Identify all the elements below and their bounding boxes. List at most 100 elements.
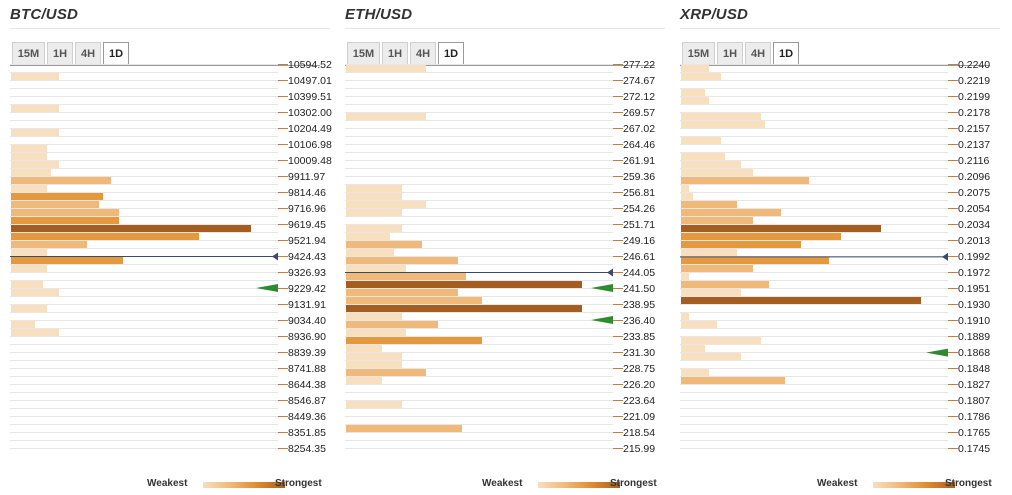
price-level-label: 0.1745 bbox=[958, 443, 990, 455]
legend-strongest: Strongest bbox=[610, 478, 657, 489]
confluence-bar bbox=[681, 89, 705, 96]
title-divider bbox=[680, 28, 1000, 29]
tab-4h[interactable]: 4H bbox=[75, 42, 101, 64]
confluence-bar bbox=[346, 345, 382, 352]
strong-level-marker-icon bbox=[591, 284, 613, 293]
price-level-label: 9424.43 bbox=[288, 251, 326, 263]
confluence-bar bbox=[346, 297, 482, 304]
confluence-bar bbox=[11, 73, 59, 80]
tab-1h[interactable]: 1H bbox=[717, 42, 743, 64]
tab-15m[interactable]: 15M bbox=[682, 42, 715, 64]
eth-confluence-chart: 277.22 274.67 272.12 269.57 267.02 264.46 261.… bbox=[345, 59, 655, 455]
price-level-label: 10106.98 bbox=[288, 139, 332, 151]
confluence-bar bbox=[11, 257, 123, 264]
legend-strongest: Strongest bbox=[275, 478, 322, 489]
price-level-label: 0.2219 bbox=[958, 75, 990, 87]
confluence-bar bbox=[681, 201, 737, 208]
xrp-panel: XRP/USD 15M 1H 4H 1D 0.2240 0.2219 0.2199 0… bbox=[680, 0, 1005, 495]
confluence-bar bbox=[346, 425, 462, 432]
price-level-label: 9326.93 bbox=[288, 267, 326, 279]
price-level-label: 9619.45 bbox=[288, 219, 326, 231]
price-level-label: 238.95 bbox=[623, 299, 655, 311]
confluence-bar bbox=[681, 321, 717, 328]
price-level-label: 10302.00 bbox=[288, 107, 332, 119]
price-level-label: 10497.01 bbox=[288, 75, 332, 87]
confluence-bar bbox=[681, 345, 705, 352]
chart-title: BTC/USD bbox=[10, 6, 79, 23]
tab-1d[interactable]: 1D bbox=[103, 42, 129, 66]
confluence-bar bbox=[346, 273, 466, 280]
confluence-bar bbox=[681, 353, 741, 360]
confluence-bar bbox=[681, 265, 753, 272]
tab-1h[interactable]: 1H bbox=[47, 42, 73, 64]
confluence-bar bbox=[681, 297, 921, 304]
tab-15m[interactable]: 15M bbox=[12, 42, 45, 64]
price-level-label: 0.2178 bbox=[958, 107, 990, 119]
price-level-label: 0.1951 bbox=[958, 283, 990, 295]
confluence-bar bbox=[346, 313, 402, 320]
price-level-label: 0.2199 bbox=[958, 91, 990, 103]
confluence-bar bbox=[11, 201, 99, 208]
confluence-bar bbox=[346, 369, 426, 376]
price-level-label: 8741.88 bbox=[288, 363, 326, 375]
confluence-bar bbox=[11, 329, 59, 336]
confluence-bar bbox=[11, 169, 51, 176]
confluence-bar bbox=[346, 193, 402, 200]
legend-weakest: Weakest bbox=[482, 478, 523, 489]
confluence-bar bbox=[681, 313, 689, 320]
confluence-bar bbox=[681, 153, 725, 160]
confluence-bar bbox=[11, 145, 47, 152]
price-level-label: 0.2157 bbox=[958, 123, 990, 135]
confluence-bar bbox=[346, 201, 426, 208]
confluence-bar bbox=[681, 113, 761, 120]
confluence-bar bbox=[681, 169, 753, 176]
price-level-label: 223.64 bbox=[623, 395, 655, 407]
chart-title: XRP/USD bbox=[680, 6, 749, 23]
price-level-label: 221.09 bbox=[623, 411, 655, 423]
confluence-bar bbox=[346, 401, 402, 408]
confluence-bar bbox=[346, 225, 402, 232]
confluence-bar bbox=[11, 177, 111, 184]
price-level-label: 0.1992 bbox=[958, 251, 990, 263]
legend-gradient bbox=[203, 482, 285, 488]
tabs-divider bbox=[680, 65, 990, 66]
confluence-bar bbox=[681, 137, 721, 144]
legend-gradient bbox=[873, 482, 955, 488]
price-level-label: 0.1848 bbox=[958, 363, 990, 375]
price-level-label: 226.20 bbox=[623, 379, 655, 391]
confluence-bar bbox=[11, 105, 59, 112]
price-level-label: 0.2034 bbox=[958, 219, 990, 231]
tab-1h[interactable]: 1H bbox=[382, 42, 408, 64]
tab-1d[interactable]: 1D bbox=[773, 42, 799, 66]
price-level-label: 233.85 bbox=[623, 331, 655, 343]
price-level-label: 8449.36 bbox=[288, 411, 326, 423]
price-level-label: 274.67 bbox=[623, 75, 655, 87]
confluence-bar bbox=[346, 289, 458, 296]
confluence-bar bbox=[681, 177, 809, 184]
confluence-bar bbox=[681, 209, 781, 216]
tab-4h[interactable]: 4H bbox=[410, 42, 436, 64]
confluence-bar bbox=[681, 249, 737, 256]
price-level-label: 9716.96 bbox=[288, 203, 326, 215]
price-level-label: 259.36 bbox=[623, 171, 655, 183]
price-level-label: 0.1827 bbox=[958, 379, 990, 391]
price-level-label: 231.30 bbox=[623, 347, 655, 359]
price-level-label: 264.46 bbox=[623, 139, 655, 151]
price-level-label: 9034.40 bbox=[288, 315, 326, 327]
confluence-bar bbox=[11, 305, 47, 312]
tab-4h[interactable]: 4H bbox=[745, 42, 771, 64]
confluence-bar bbox=[11, 265, 47, 272]
legend-weakest: Weakest bbox=[147, 478, 188, 489]
price-level-label: 9131.91 bbox=[288, 299, 326, 311]
price-level-label: 10009.48 bbox=[288, 155, 332, 167]
price-level-label: 10204.49 bbox=[288, 123, 332, 135]
tab-1d[interactable]: 1D bbox=[438, 42, 464, 66]
confluence-bar bbox=[346, 249, 394, 256]
confluence-bar bbox=[346, 113, 426, 120]
tab-15m[interactable]: 15M bbox=[347, 42, 380, 64]
confluence-bar bbox=[11, 289, 59, 296]
confluence-bar bbox=[11, 161, 59, 168]
chart-title: ETH/USD bbox=[345, 6, 413, 23]
confluence-bar bbox=[11, 209, 119, 216]
confluence-bar bbox=[346, 321, 438, 328]
